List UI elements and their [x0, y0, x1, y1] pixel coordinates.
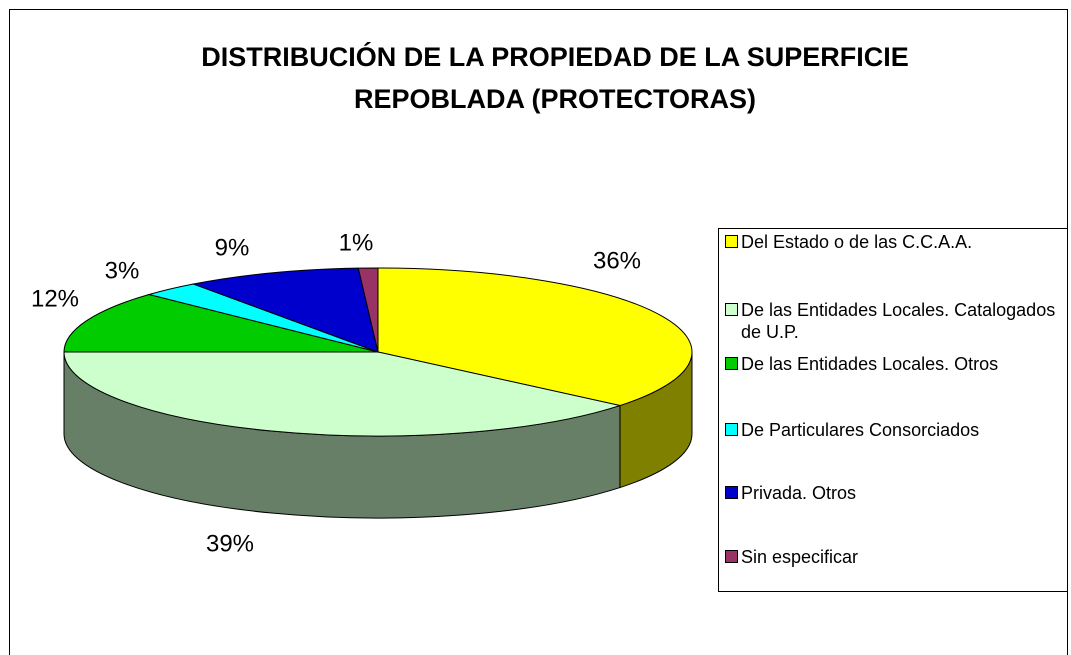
data-label: 9%	[215, 234, 250, 261]
legend-label: De Particulares Consorciados	[741, 420, 980, 440]
legend-label: Privada. Otros	[741, 483, 857, 503]
legend-swatch	[725, 550, 738, 563]
legend-swatch	[725, 423, 738, 436]
legend-swatch	[725, 486, 738, 499]
data-label: 12%	[31, 285, 79, 312]
chart-title: DISTRIBUCIÓN DE LA PROPIEDAD DE LA SUPER…	[201, 42, 909, 114]
data-label: 1%	[339, 229, 374, 256]
pie-slice	[63, 351, 622, 437]
legend-swatch	[725, 357, 738, 370]
legend-label: De las Entidades Locales. Otros	[741, 354, 999, 374]
pie-slice	[377, 267, 693, 407]
data-label: 39%	[206, 530, 254, 557]
data-label: 3%	[105, 257, 140, 284]
data-label: 36%	[593, 247, 641, 274]
legend-label: De las Entidades Locales. Catalogados de…	[741, 300, 1056, 342]
legend-label: Del Estado o de las C.C.A.A.	[741, 232, 973, 252]
legend-label: Sin especificar	[741, 547, 859, 567]
legend-swatch	[725, 303, 738, 316]
pie-slice	[63, 293, 379, 353]
pie-slice	[191, 267, 379, 353]
legend-swatch	[725, 235, 738, 248]
legend: Del Estado o de las C.C.A.A. De las Entid…	[718, 228, 1068, 592]
pie-slice	[357, 267, 379, 353]
